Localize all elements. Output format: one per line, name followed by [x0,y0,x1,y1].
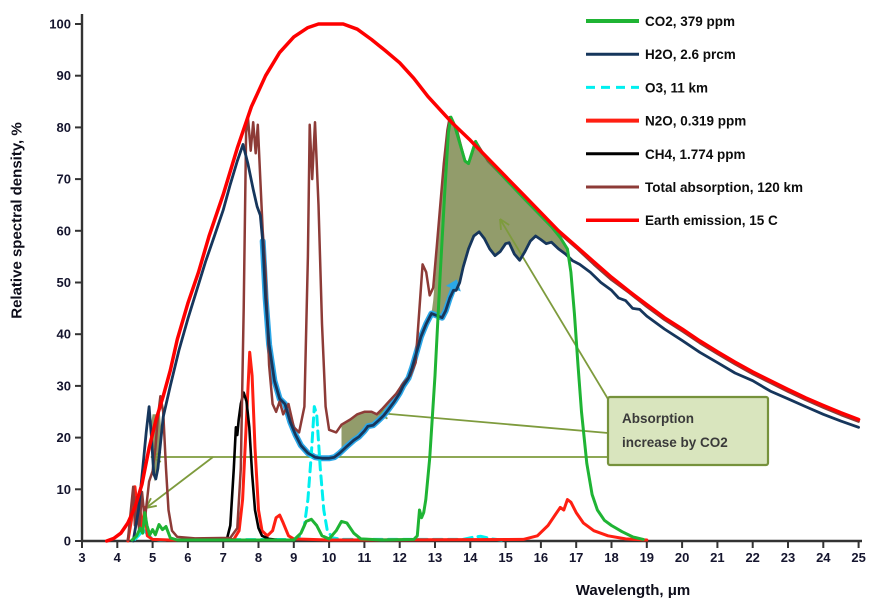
y-tick-label: 10 [57,482,71,497]
y-axis-title: Relative spectral density, % [8,122,26,319]
y-tick-label: 20 [57,430,71,445]
legend-label-1: H2O, 2.6 prcm [645,47,736,62]
leader-arrowhead [145,504,157,509]
x-tick-label: 11 [358,550,372,565]
annotation-leader-line-1 [377,412,609,434]
y-tick-label: 100 [49,17,71,32]
x-tick-label: 14 [463,550,478,565]
x-tick-label: 23 [781,550,795,565]
legend-label-2: O3, 11 km [645,80,708,95]
x-tick-label: 15 [498,550,512,565]
x-tick-label: 17 [569,550,583,565]
co2-curve [130,115,645,542]
y-tick-label: 90 [57,68,71,83]
annotation-box [606,395,770,467]
x-axis-title: Wavelength, μm [575,582,691,599]
x-tick-label: 5 [149,550,156,565]
n2o-curve [126,350,649,543]
legend-label-3: N2O, 0.319 ppm [645,114,746,129]
x-tick-label: 7 [220,550,227,565]
x-tick-label: 4 [114,550,122,565]
annotation-leader-line-0 [499,218,609,400]
x-tick-label: 8 [255,550,262,565]
x-tick-label: 19 [640,550,654,565]
co2-absorption-increase-main [431,117,571,318]
x-tick-label: 18 [604,550,618,565]
x-tick-label: 25 [851,550,865,565]
x-tick-label: 10 [322,550,336,565]
x-tick-label: 3 [78,550,85,565]
legend-label-5: Total absorption, 120 km [645,180,803,195]
y-tick-label: 50 [57,275,71,290]
x-tick-label: 20 [675,550,689,565]
leader-arrowhead [499,218,510,226]
x-tick-label: 24 [816,550,831,565]
x-tick-label: 6 [184,550,191,565]
y-tick-label: 40 [57,327,71,342]
y-tick-label: 30 [57,378,71,393]
annotation-text-line-1: Absorption [622,411,694,426]
annotation-leader-line-3 [145,456,214,509]
y-tick-label: 70 [57,172,71,187]
x-tick-label: 9 [290,550,297,565]
x-tick-label: 16 [534,550,548,565]
h2o-curve [131,143,860,543]
earth-emission-curve [104,22,861,543]
o3-curve [133,405,504,542]
co2-absorption-increase-window [341,334,420,451]
x-tick-label: 21 [710,550,724,565]
x-tick-label: 13 [428,550,442,565]
legend-label-0: CO2, 379 ppm [645,14,735,29]
ch4-curve [225,391,282,542]
legend-label-4: CH4, 1.774 ppm [645,147,746,162]
y-tick-label: 80 [57,120,71,135]
legend-label-6: Earth emission, 15 C [645,213,778,228]
x-tick-label: 22 [745,550,759,565]
annotation-text-line-2: increase by CO2 [622,435,728,450]
leader-arrowhead [499,218,502,231]
x-tick-label: 12 [392,550,406,565]
y-tick-label: 60 [57,223,71,238]
y-tick-label: 0 [64,534,71,549]
